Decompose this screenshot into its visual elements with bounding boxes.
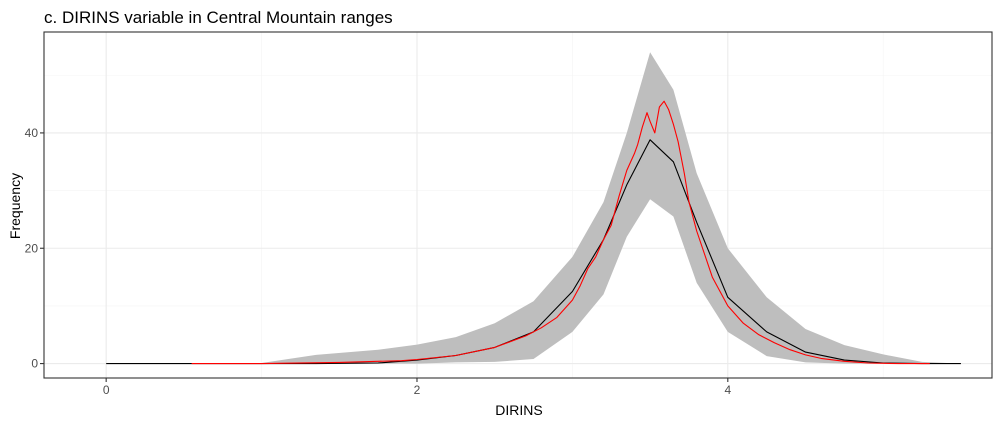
y-tick-label: 20	[25, 241, 39, 255]
y-tick-label: 0	[31, 357, 38, 371]
chart-title: c. DIRINS variable in Central Mountain r…	[44, 8, 393, 27]
x-tick-label: 2	[414, 383, 421, 397]
y-tick-label: 40	[25, 126, 39, 140]
grid-layer	[44, 32, 992, 378]
panel-border	[43, 31, 993, 379]
observed-frequency-line	[191, 100, 930, 365]
x-tick-label: 4	[724, 383, 731, 397]
y-axis-title: Frequency	[7, 173, 23, 239]
data-layer	[106, 52, 961, 365]
x-tick-label: 0	[103, 383, 110, 397]
x-axis-title: DIRINS	[495, 402, 542, 418]
confidence-band	[106, 52, 961, 364]
